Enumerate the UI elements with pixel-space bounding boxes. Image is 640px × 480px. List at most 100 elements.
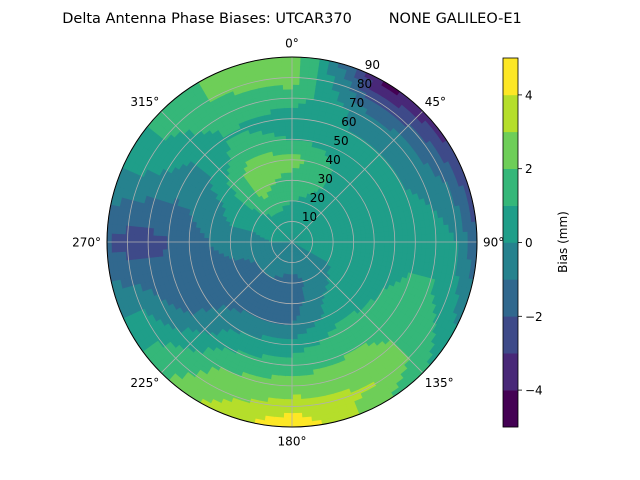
contour-cell xyxy=(285,254,288,261)
contour-cell xyxy=(283,244,289,249)
contour-cell xyxy=(300,243,307,246)
contour-cell xyxy=(314,244,321,247)
contour-cell xyxy=(302,250,307,255)
contour-cell xyxy=(115,222,122,235)
contour-cell xyxy=(285,228,289,234)
contour-cell xyxy=(472,231,477,244)
contour-cell xyxy=(280,247,286,252)
contour-cell xyxy=(287,246,291,252)
contour-cell xyxy=(298,224,302,231)
contour-cell xyxy=(278,272,283,278)
contour-cell xyxy=(301,211,306,217)
contour-cell xyxy=(291,352,299,359)
contour-cell xyxy=(250,218,257,224)
contour-cell xyxy=(295,213,299,220)
contour-cell xyxy=(285,125,293,132)
contour-cell xyxy=(281,333,288,340)
contour-cell xyxy=(306,251,312,257)
contour-cell xyxy=(415,254,422,264)
contour-cell xyxy=(447,215,454,227)
contour-cell xyxy=(270,107,280,115)
contour-cell xyxy=(167,221,174,231)
contour-cell xyxy=(299,65,312,72)
contour-cell xyxy=(278,236,284,239)
contour-cell xyxy=(300,237,307,240)
contour-cell xyxy=(304,212,309,219)
contour-cell xyxy=(301,337,309,344)
colorbar-band xyxy=(503,131,518,169)
contour-cell xyxy=(281,329,288,336)
contour-cell xyxy=(292,242,294,248)
contour-cell xyxy=(266,259,272,265)
contour-cell xyxy=(268,205,274,212)
contour-cell xyxy=(287,233,290,239)
contour-cell xyxy=(273,70,285,77)
contour-cell xyxy=(281,417,294,423)
contour-cell xyxy=(273,130,282,138)
contour-cell xyxy=(222,237,228,243)
contour-cell xyxy=(280,253,285,259)
contour-cell xyxy=(276,206,281,213)
contour-cell xyxy=(341,294,349,302)
contour-cell xyxy=(294,227,297,234)
contour-cell xyxy=(266,271,273,278)
contour-cell xyxy=(277,238,284,241)
contour-cell xyxy=(286,338,293,345)
contour-cell xyxy=(288,190,293,196)
contour-cell xyxy=(323,258,330,264)
contour-cell xyxy=(292,242,295,247)
contour-cell xyxy=(305,226,311,231)
contour-cell xyxy=(295,244,300,249)
contour-cell xyxy=(268,288,275,295)
contour-cell xyxy=(298,88,309,95)
contour-cell xyxy=(303,255,308,261)
contour-cell xyxy=(242,225,249,231)
contour-cell xyxy=(162,247,168,257)
contour-cell xyxy=(279,210,284,217)
contour-cell xyxy=(278,235,284,239)
contour-cell xyxy=(291,153,298,159)
contour-cell xyxy=(162,227,168,237)
contour-cell xyxy=(278,245,284,248)
contour-cell xyxy=(274,248,281,252)
contour-cell xyxy=(180,246,187,255)
contour-cell xyxy=(312,212,318,219)
contour-cell xyxy=(300,220,304,227)
contour-cell xyxy=(291,334,298,340)
contour-cell xyxy=(265,264,271,271)
contour-cell xyxy=(283,236,289,240)
contour-cell xyxy=(458,185,468,198)
contour-cell xyxy=(410,253,417,263)
colorbar-band xyxy=(503,279,518,317)
contour-cell xyxy=(281,225,286,231)
contour-cell xyxy=(333,260,340,266)
contour-cell xyxy=(308,278,314,285)
contour-cell xyxy=(327,260,334,266)
contour-cell xyxy=(308,215,313,221)
contour-cell xyxy=(300,245,306,248)
contour-cell xyxy=(281,412,294,419)
contour-cell xyxy=(262,262,269,268)
contour-cell xyxy=(278,267,283,273)
contour-cell xyxy=(267,260,273,266)
contour-cell xyxy=(268,194,274,201)
contour-cell xyxy=(138,225,145,236)
contour-cell xyxy=(296,329,303,336)
contour-cell xyxy=(235,238,242,243)
contour-cell xyxy=(299,253,304,259)
contour-cell xyxy=(294,297,299,303)
contour-cell xyxy=(153,255,160,265)
contour-cell xyxy=(388,236,395,243)
contour-cell xyxy=(286,250,290,256)
contour-cell xyxy=(243,220,250,226)
contour-cell xyxy=(268,235,275,239)
contour-cell xyxy=(337,236,344,240)
contour-cell xyxy=(283,273,288,280)
contour-cell xyxy=(309,210,315,216)
contour-cell xyxy=(262,254,269,259)
contour-cell xyxy=(318,247,325,251)
contour-cell xyxy=(318,219,324,225)
contour-cell xyxy=(360,233,367,239)
contour-cell xyxy=(285,352,293,359)
contour-cell xyxy=(307,251,313,256)
